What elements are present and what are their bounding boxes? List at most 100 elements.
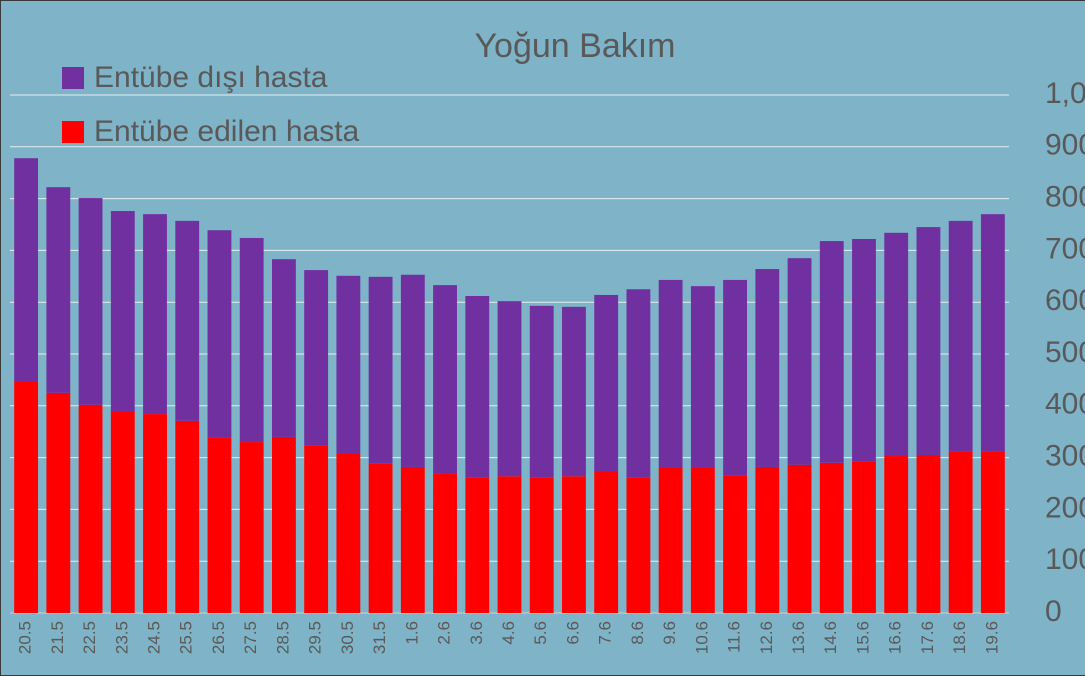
bar-segment <box>626 289 651 478</box>
x-tick-label: 16.6 <box>886 621 905 654</box>
x-tick-label: 14.6 <box>821 621 840 654</box>
bar-segment <box>980 451 1005 613</box>
bar-segment <box>787 464 812 613</box>
bar-segment <box>175 420 200 613</box>
bar-segment <box>78 198 103 405</box>
x-tick-label: 19.6 <box>982 621 1001 654</box>
bar-segment <box>239 442 264 613</box>
bar-segment <box>78 404 103 613</box>
x-tick-label: 27.5 <box>241 621 260 654</box>
bar-segment <box>336 453 361 613</box>
bar-segment <box>529 305 554 478</box>
x-tick-label: 6.6 <box>563 621 582 645</box>
bar-segment <box>14 158 39 382</box>
bar-segment <box>304 445 329 613</box>
x-tick-label: 20.5 <box>16 621 35 654</box>
x-tick-label: 28.5 <box>273 621 292 654</box>
y-tick-label: 100 <box>1045 543 1085 576</box>
bar-segment <box>916 455 941 613</box>
x-tick-label: 29.5 <box>306 621 325 654</box>
bar-segment <box>465 295 490 478</box>
y-tick-label: 800 <box>1045 181 1085 214</box>
bar-segment <box>433 285 457 474</box>
bar-segment <box>368 463 393 613</box>
x-tick-label: 11.6 <box>725 621 744 653</box>
bar-segment <box>690 286 715 468</box>
x-tick-label: 30.5 <box>338 621 357 654</box>
bar-segment <box>271 436 296 613</box>
bar-segment <box>433 473 457 613</box>
x-tick-label: 23.5 <box>112 621 131 654</box>
x-tick-label: 7.6 <box>596 621 615 645</box>
bar-segment <box>658 467 683 613</box>
bar-segment <box>626 477 651 613</box>
y-tick-label: 200 <box>1045 491 1085 524</box>
x-tick-label: 22.5 <box>80 621 99 654</box>
bar-segment <box>529 477 554 613</box>
x-tick-label: 5.6 <box>531 621 550 645</box>
x-tick-label: 15.6 <box>853 621 872 654</box>
bar-segment <box>207 230 232 438</box>
bar-segment <box>304 270 329 446</box>
x-tick-label: 12.6 <box>757 621 776 654</box>
y-tick-label: 700 <box>1045 232 1085 265</box>
bar-segment <box>110 211 135 413</box>
x-tick-label: 21.5 <box>48 621 67 654</box>
bar-segment <box>14 381 39 613</box>
bar-segment <box>690 467 715 613</box>
bar-segment <box>239 237 264 443</box>
x-tick-label: 8.6 <box>628 621 647 645</box>
bar-segment <box>594 471 619 613</box>
bar-segment <box>143 414 167 613</box>
x-tick-label: 9.6 <box>660 621 679 645</box>
bar-segment <box>336 275 361 454</box>
legend-label: Entübe edilen hasta <box>94 115 360 148</box>
bar-segment <box>980 214 1005 452</box>
bar-segment <box>819 241 844 463</box>
x-tick-label: 3.6 <box>467 621 486 645</box>
bar-segment <box>46 392 71 613</box>
bar-segment <box>852 461 876 613</box>
y-tick-label: 1,000 <box>1045 77 1085 110</box>
x-tick-label: 4.6 <box>499 621 518 645</box>
bar-segment <box>819 462 844 613</box>
bar-segment <box>884 232 909 457</box>
x-tick-label: 10.6 <box>692 621 711 654</box>
bar-segment <box>594 294 619 472</box>
bar-segment <box>852 239 876 462</box>
bar-segment <box>562 476 586 613</box>
y-tick-label: 500 <box>1045 336 1085 369</box>
bar-segment <box>948 451 973 613</box>
bar-segment <box>497 476 522 613</box>
bar-segment <box>916 227 941 456</box>
y-tick-label: 900 <box>1045 129 1085 162</box>
bar-segment <box>400 274 425 467</box>
y-tick-label: 300 <box>1045 440 1085 473</box>
bar-segment <box>368 276 393 464</box>
bar-segment <box>723 279 748 476</box>
x-tick-label: 17.6 <box>918 621 937 654</box>
bar-segment <box>497 301 522 477</box>
bar-segment <box>143 214 167 415</box>
legend-label: Entübe dışı hasta <box>94 61 328 94</box>
x-tick-label: 2.6 <box>435 621 454 645</box>
chart-title: Yoğun Bakım <box>475 27 676 65</box>
x-tick-label: 13.6 <box>789 621 808 654</box>
y-tick-label: 0 <box>1045 595 1062 628</box>
bar-segment <box>110 412 135 613</box>
bar-segment <box>787 258 812 465</box>
x-tick-label: 31.5 <box>370 621 389 654</box>
bar-segment <box>948 220 973 452</box>
x-tick-label: 26.5 <box>209 621 228 654</box>
bar-segment <box>562 306 586 477</box>
legend-swatch <box>62 67 84 89</box>
bar-segment <box>723 475 748 613</box>
bar-segment <box>207 437 232 613</box>
bar-segment <box>884 456 909 613</box>
y-tick-label: 600 <box>1045 284 1085 317</box>
bar-segment <box>46 187 71 393</box>
bar-segment <box>271 259 296 437</box>
x-tick-label: 18.6 <box>950 621 969 654</box>
bar-segment <box>755 269 780 467</box>
